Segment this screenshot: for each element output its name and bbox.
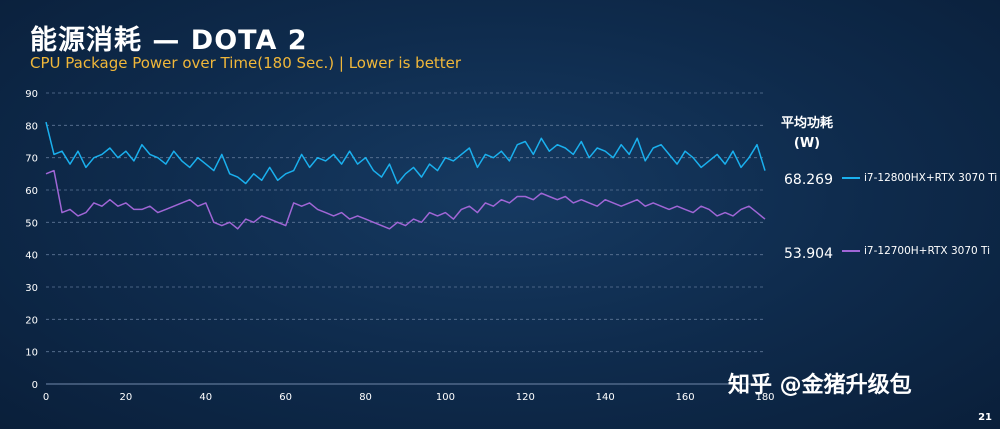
legend-label-series-b: i7-12700H+RTX 3070 Ti xyxy=(864,245,991,257)
legend-swatch-series-b xyxy=(842,250,860,252)
page-number: 21 xyxy=(978,412,992,423)
y-tick-label-50: 50 xyxy=(25,218,38,229)
legend-label-series-a: i7-12800HX+RTX 3070 Ti xyxy=(864,172,998,184)
x-tick-label-20: 20 xyxy=(120,392,133,403)
y-tick-labels: 0 10 20 30 40 50 60 70 80 90 xyxy=(25,89,38,391)
grid-lines xyxy=(46,92,765,385)
x-tick-label-40: 40 xyxy=(199,392,212,403)
x-tick-label-80: 80 xyxy=(359,392,372,403)
x-tick-labels: 0 20 40 60 80 100 120 140 160 180 xyxy=(43,392,775,403)
y-tick-label-90: 90 xyxy=(25,89,38,100)
watermark: 知乎 @金猪升级包 xyxy=(728,373,912,398)
average-power-header-line1: 平均功耗 xyxy=(780,116,833,131)
chart-title: 能源消耗 — DOTA 2 xyxy=(30,25,308,56)
series-lines xyxy=(45,121,766,230)
average-value-series-a: 68.269 xyxy=(784,172,833,188)
average-value-series-b: 53.904 xyxy=(784,246,833,262)
y-tick-label-70: 70 xyxy=(25,154,38,165)
y-tick-label-0: 0 xyxy=(32,380,38,391)
x-tick-label-100: 100 xyxy=(436,392,455,403)
average-power-header: 平均功耗 (W) xyxy=(766,114,848,154)
x-tick-label-120: 120 xyxy=(516,392,535,403)
chart-subtitle: CPU Package Power over Time(180 Sec.) | … xyxy=(30,54,462,72)
x-tick-label-60: 60 xyxy=(279,392,292,403)
y-tick-label-20: 20 xyxy=(25,315,38,326)
y-tick-label-30: 30 xyxy=(25,283,38,294)
y-tick-label-60: 60 xyxy=(25,186,38,197)
series-line-a xyxy=(45,121,766,185)
x-tick-label-140: 140 xyxy=(596,392,615,403)
y-tick-label-80: 80 xyxy=(25,121,38,132)
legend-item-series-a: i7-12800HX+RTX 3070 Ti xyxy=(842,172,997,184)
y-tick-label-10: 10 xyxy=(25,348,38,359)
legend-swatch-series-a xyxy=(842,177,860,179)
x-tick-label-180: 180 xyxy=(755,392,774,403)
legend-item-series-b: i7-12700H+RTX 3070 Ti xyxy=(842,245,990,257)
y-tick-label-40: 40 xyxy=(25,251,38,262)
x-tick-label-160: 160 xyxy=(676,392,695,403)
average-power-header-line2: (W) xyxy=(793,136,821,151)
series-line-b xyxy=(45,169,766,230)
x-tick-label-0: 0 xyxy=(43,392,49,403)
